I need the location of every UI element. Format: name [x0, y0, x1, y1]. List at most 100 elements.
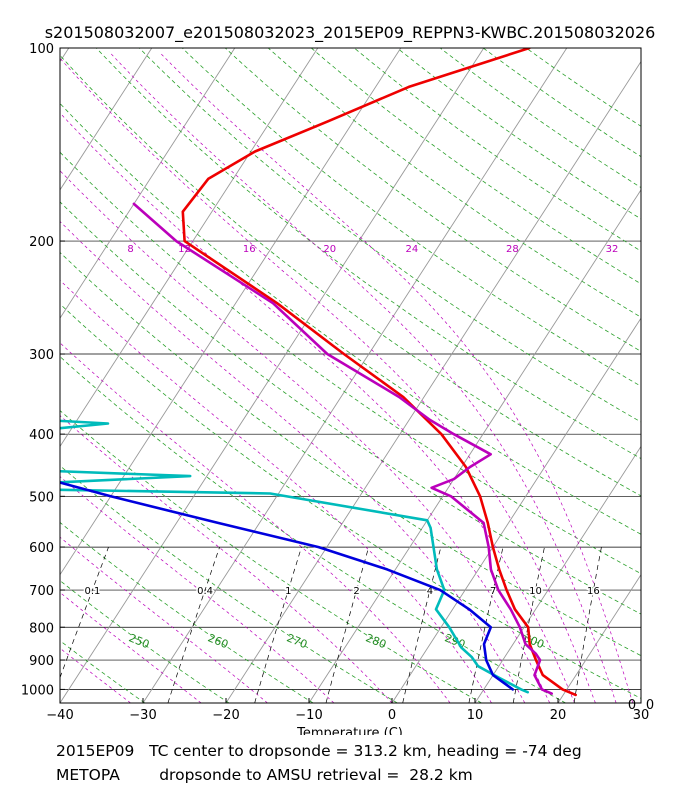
x-tick-label: −20	[212, 708, 239, 723]
y-tick-label: 700	[29, 584, 54, 599]
mixing-ratio-label: 10	[529, 586, 542, 597]
isotherm-line	[60, 48, 236, 319]
mixing-ratio-label: 0.4	[197, 586, 213, 597]
moist-adiabat-line	[60, 647, 131, 703]
dry-adiabat-line	[60, 102, 641, 535]
moist-adiabat-line	[60, 536, 268, 703]
dry-adiabat-line	[60, 303, 641, 699]
dry-adiabat-line	[182, 48, 641, 387]
x-tick-label: −40	[46, 708, 73, 723]
moist-adiabat-line	[60, 415, 393, 703]
isotherm-line	[60, 48, 485, 703]
dry-adiabat-line	[60, 410, 482, 703]
dry-adiabat-line	[60, 201, 641, 615]
isotherm-line	[640, 702, 641, 703]
isotherm-line	[225, 60, 641, 703]
moist-adiabat-label: 12	[178, 244, 191, 255]
moist-adiabat-line	[60, 57, 596, 703]
y-tick-label: 500	[29, 490, 54, 505]
dry-adiabat-line	[60, 580, 230, 703]
mixing-ratio-line	[325, 547, 370, 703]
corner-annotation: 0	[628, 698, 636, 713]
moist-adiabat-label: 24	[406, 244, 419, 255]
y-tick-label: 800	[29, 621, 54, 636]
isotherm-line	[474, 445, 641, 703]
x-tick-label: 0	[388, 708, 396, 723]
isotherm-line	[142, 48, 568, 703]
x-tick-label: −10	[295, 708, 322, 723]
dry-adiabat-line	[440, 48, 641, 189]
moist-adiabat-label: 16	[243, 244, 256, 255]
moist-adiabat-line	[60, 170, 551, 703]
profile-line-4	[60, 481, 515, 691]
x-tick-label: 30	[633, 708, 650, 723]
dry-adiabat-line	[354, 48, 641, 252]
y-tick-label: 900	[29, 654, 54, 669]
profile-line-1	[181, 48, 578, 697]
moist-adiabat-line	[110, 53, 617, 703]
x-tick-label: 20	[550, 708, 567, 723]
profile-line-3	[132, 202, 554, 695]
dry-adiabat-line	[60, 54, 641, 497]
corner-annotation: 0	[646, 698, 654, 713]
mixing-ratio-label: 4	[427, 586, 433, 597]
mixing-ratio-line	[254, 546, 302, 703]
mixing-ratio-line	[468, 547, 504, 703]
y-tick-label: 1000	[21, 683, 54, 698]
dry-adiabat-line	[60, 251, 641, 657]
plot-frame	[59, 47, 642, 704]
chart-title: s201508032007_e201508032023_2015EP09_REP…	[45, 23, 656, 43]
dry-adiabat-line	[60, 151, 641, 575]
y-tick-label: 400	[29, 428, 54, 443]
moist-adiabat-line	[60, 279, 492, 703]
caption-line-2: METOPA dropsonde to AMSU retrieval = 28.…	[56, 766, 473, 784]
isotherm-line	[391, 317, 641, 703]
mixing-ratio-label: 7	[490, 586, 496, 597]
moist-adiabat-label: 32	[606, 244, 619, 255]
dry-adiabat-line	[60, 465, 398, 703]
y-tick-label: 100	[29, 42, 54, 57]
theta-label: 250	[127, 631, 151, 651]
isotherm-line	[308, 189, 641, 703]
caption-line-1: 2015EP09 TC center to dropsonde = 313.2 …	[56, 742, 582, 760]
dry-adiabat-line	[60, 521, 314, 703]
moist-adiabat-line	[60, 591, 202, 703]
moist-adiabat-line	[60, 342, 451, 703]
isotherm-line	[557, 573, 641, 703]
dry-adiabat-line	[225, 48, 641, 352]
mixing-ratio-line	[512, 547, 545, 703]
skewt-chart: s201508032007_e201508032023_2015EP09_REP…	[21, 23, 656, 735]
moist-adiabat-line	[160, 53, 634, 703]
y-tick-label: 200	[29, 235, 54, 250]
dry-adiabat-line	[95, 48, 641, 460]
dry-adiabat-line	[60, 701, 61, 703]
isotherm-line	[60, 48, 402, 576]
moist-adiabat-label: 28	[506, 244, 519, 255]
x-tick-label: −30	[129, 708, 156, 723]
moist-adiabat-label: 20	[323, 244, 336, 255]
x-tick-label: 10	[467, 708, 484, 723]
moist-adiabat-line	[60, 112, 575, 703]
moist-adiabat-line	[60, 220, 526, 703]
isotherm-line	[60, 48, 70, 63]
mixing-ratio-label: 16	[587, 586, 600, 597]
mixing-ratio-label: 2	[353, 586, 359, 597]
theta-label: 260	[206, 631, 230, 651]
mixing-ratio-label: 1	[285, 586, 291, 597]
dry-adiabat-line	[311, 48, 641, 285]
isotherm-line	[60, 48, 153, 191]
x-axis-label: Temperature (C)	[296, 726, 403, 735]
mixing-ratio-label: 0.1	[84, 586, 100, 597]
mixing-ratio-line	[573, 547, 602, 703]
theta-label: 270	[285, 631, 309, 651]
theta-label: 280	[364, 631, 388, 651]
dry-adiabat-line	[482, 48, 641, 158]
y-tick-label: 600	[29, 541, 54, 556]
y-tick-label: 300	[29, 348, 54, 363]
profile-line-2	[60, 419, 530, 694]
dry-adiabat-line	[268, 48, 641, 318]
dry-adiabat-line	[60, 356, 566, 703]
mixing-ratio-line	[402, 547, 442, 703]
moist-adiabat-label: 8	[127, 244, 133, 255]
dry-adiabat-line	[525, 48, 641, 127]
